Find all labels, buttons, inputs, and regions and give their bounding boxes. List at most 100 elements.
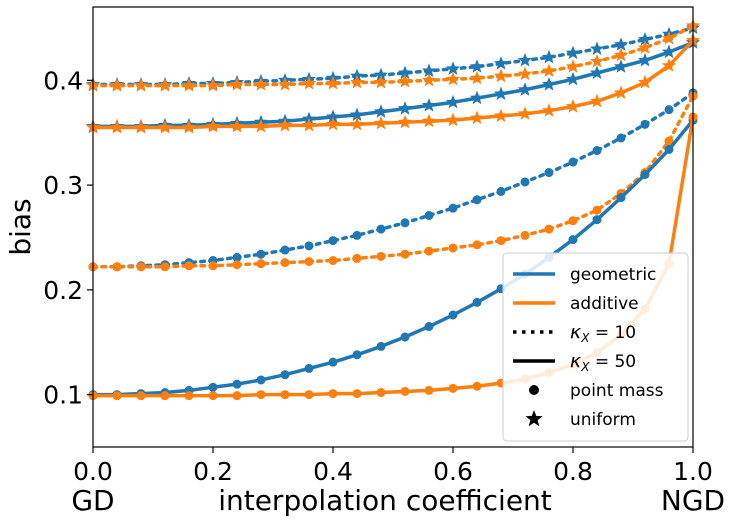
series-4-point-13 [400,218,410,228]
series-5-point-9 [304,257,314,267]
series-6-point-14 [424,322,434,332]
series-5-point-5 [208,261,218,271]
series-1-point-20 [565,59,581,73]
series-2-point-21 [589,65,605,80]
x-tick-label-3: 0.6 [433,457,473,486]
series-5-point-2 [136,262,146,272]
legend-entry-0: geometric [513,265,656,285]
series-7-point-16 [472,381,482,391]
legend-entry-5: uniform [525,410,636,430]
series-5-point-20 [568,216,578,226]
series-3-point-23 [637,74,653,89]
series-4-point-18 [520,177,530,187]
series-5-point-11 [352,253,362,263]
series-1-point-14 [421,72,437,87]
series-0-point-16 [469,59,485,73]
series-2-point-13 [397,101,413,115]
series-5-group [88,91,698,272]
series-6-point-5 [208,382,218,392]
series-1-point-18 [517,66,533,81]
series-3-point-9 [301,117,317,132]
series-6-point-8 [280,370,290,380]
series-4-point-12 [376,224,386,234]
series-2-point-10 [325,109,341,124]
series-5-point-10 [328,256,338,266]
y-tick-label-1: 0.2 [43,276,83,305]
series-layer [85,18,701,401]
series-6-point-9 [304,363,314,373]
series-4-point-16 [472,195,482,205]
series-0-point-13 [397,65,413,80]
legend-label-0: geometric [570,265,656,285]
legend-entry-2: κX = 10 [513,321,636,345]
series-2-point-23 [637,52,653,67]
series-1-point-17 [493,68,509,83]
series-7-point-8 [280,390,290,400]
series-2-point-19 [541,77,557,91]
series-5-point-15 [448,243,458,253]
series-7-point-9 [304,390,314,400]
series-3-point-15 [445,112,461,127]
series-4-point-14 [424,210,434,220]
series-0-point-23 [637,31,653,46]
series-2-point-12 [373,104,389,118]
series-1-group [85,18,701,92]
series-3-point-24 [661,58,677,72]
series-6-point-12 [376,341,386,351]
series-0-point-19 [541,49,557,64]
series-6-point-21 [592,215,602,225]
series-2-point-24 [661,44,677,59]
series-2-point-11 [349,107,365,121]
legend-label-3: κX = 50 [570,350,636,374]
series-0-line [91,26,695,87]
series-7-point-13 [400,386,410,396]
series-3-point-16 [469,110,485,125]
legend-entry-3: κX = 50 [513,350,636,374]
legend-label-2: κX = 10 [570,321,636,345]
series-3-point-12 [373,115,389,130]
series-2-point-20 [565,71,581,86]
series-6-point-6 [232,379,242,389]
series-1-point-11 [349,74,365,89]
series-2-point-17 [493,86,509,101]
series-1-point-19 [541,63,557,77]
series-7-point-12 [376,388,386,398]
y-axis-label: bias [4,198,37,255]
series-0-point-22 [613,37,629,51]
series-6-point-15 [448,310,458,320]
series-2-point-22 [613,59,629,73]
series-3-point-10 [325,116,341,131]
series-1-point-12 [373,74,389,89]
series-3-point-19 [541,103,557,117]
legend: geometric additive κX = 10 κX = 50 point mas… [502,252,689,442]
series-7-point-7 [256,390,266,400]
series-1-point-10 [325,75,341,90]
series-5-point-21 [592,205,602,215]
series-2-point-16 [469,90,485,105]
series-7-point-4 [184,391,194,401]
series-3-point-7 [253,118,269,133]
series-6-group [88,115,698,400]
series-4-point-19 [544,168,554,178]
series-4-point-15 [448,203,458,213]
series-5-point-18 [520,230,530,240]
x-end-label-left: GD [71,484,114,517]
series-7-point-3 [160,391,170,401]
series-3-point-13 [397,114,413,129]
x-tick-label-0: 0.0 [73,457,113,486]
series-5-point-24 [664,136,674,146]
series-6-point-10 [328,357,338,367]
series-3-point-4 [181,119,197,134]
series-1-point-2 [133,78,149,92]
plot-frame [92,6,694,448]
series-7-point-11 [352,389,362,399]
series-1-point-4 [181,78,197,92]
series-3-point-6 [229,118,245,133]
series-3-point-18 [517,106,533,120]
series-1-point-22 [613,47,629,62]
series-5-point-19 [544,224,554,234]
series-1-point-13 [397,73,413,88]
series-5-point-13 [400,249,410,259]
legend-entry-4: point mass [529,381,664,401]
series-6-point-20 [568,235,578,245]
